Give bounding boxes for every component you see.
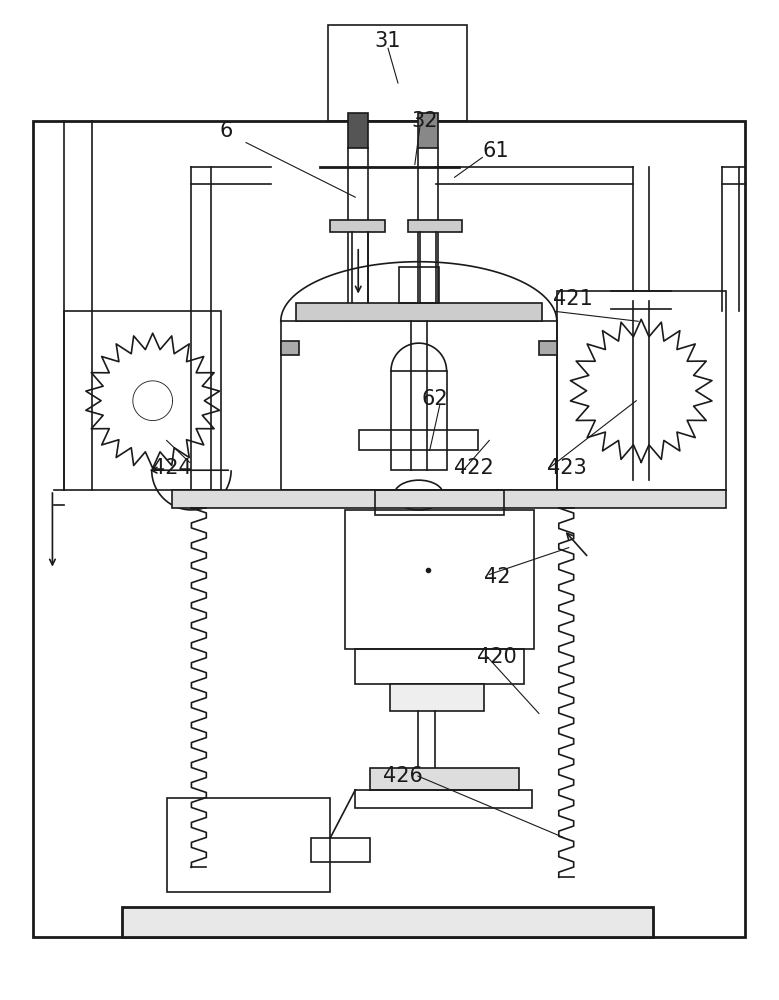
Text: 420: 420 [478, 647, 517, 667]
Text: 426: 426 [383, 766, 423, 786]
Text: 6: 6 [220, 121, 233, 141]
Bar [280, 341, 298, 355]
Bar [167, 798, 330, 892]
Bar [280, 321, 557, 490]
Text: 422: 422 [453, 458, 493, 478]
Text: 42: 42 [484, 567, 510, 587]
Bar [330, 220, 385, 232]
Text: 424: 424 [152, 458, 192, 478]
Bar [355, 649, 524, 684]
Bar [329, 25, 467, 121]
Bar [557, 291, 725, 490]
Bar [391, 371, 446, 470]
Bar [65, 311, 221, 490]
Text: 423: 423 [547, 458, 587, 478]
Bar [311, 838, 370, 862]
Bar [359, 430, 478, 450]
Text: 31: 31 [375, 31, 401, 51]
Bar [348, 113, 368, 148]
Bar [33, 121, 746, 937]
Bar [375, 490, 504, 515]
Text: 32: 32 [411, 111, 438, 131]
Bar [122, 907, 653, 937]
Text: 421: 421 [553, 289, 593, 309]
Bar [399, 267, 439, 303]
Bar [390, 684, 485, 711]
Bar [171, 490, 725, 508]
Bar [355, 790, 532, 808]
Bar [345, 510, 534, 649]
Text: 61: 61 [483, 141, 509, 161]
Bar [296, 303, 542, 321]
Bar [370, 768, 519, 790]
Bar [408, 220, 463, 232]
Bar [418, 113, 438, 148]
Bar [539, 341, 557, 355]
Text: 62: 62 [421, 389, 448, 409]
